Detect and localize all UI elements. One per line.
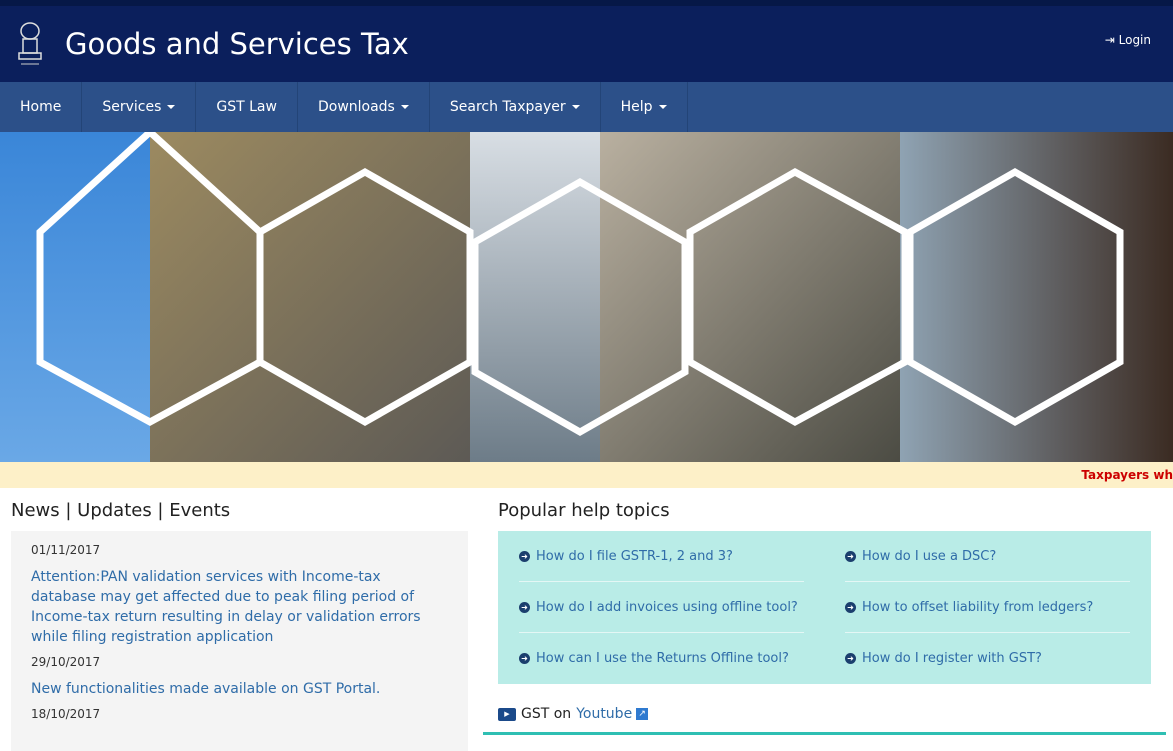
youtube-row: ▶ GST on Youtube ↗: [498, 706, 1173, 722]
help-topic-link[interactable]: ➜ How to offset liability from ledgers?: [845, 582, 1130, 633]
login-link[interactable]: ⇥ Login: [1104, 33, 1151, 47]
arrow-circle-right-icon: ➜: [519, 653, 530, 664]
news-link[interactable]: New functionalities made available on GS…: [31, 681, 381, 697]
caret-down-icon: [167, 105, 176, 109]
news-ticker[interactable]: Taxpayers wh: [0, 462, 1173, 488]
news-link[interactable]: Attention:PAN validation services with I…: [31, 569, 421, 645]
news-list: 01/11/2017 Attention:PAN validation servi…: [11, 531, 468, 751]
login-icon: ⇥: [1104, 33, 1119, 47]
nav-item-downloads[interactable]: Downloads: [298, 82, 430, 132]
help-topic-link[interactable]: ➜ How can I use the Returns Offline tool?: [519, 633, 804, 684]
help-topic-link[interactable]: ➜ How do I use a DSC?: [845, 531, 1130, 582]
arrow-circle-right-icon: ➜: [845, 653, 856, 664]
help-section: Popular help topics ➜ How do I file GSTR-…: [483, 496, 1173, 751]
news-heading: News | Updates | Events: [11, 500, 231, 521]
arrow-circle-right-icon: ➜: [845, 601, 856, 613]
nav-item-help[interactable]: Help: [601, 82, 688, 132]
hero-banner-image: [0, 132, 1173, 462]
news-date: 29/10/2017: [31, 655, 101, 669]
news-date: 01/11/2017: [31, 543, 101, 557]
nav-item-services[interactable]: Services: [82, 82, 197, 132]
nav-item-gst-law[interactable]: GST Law: [196, 82, 298, 132]
caret-down-icon: [400, 105, 409, 109]
youtube-icon: ▶: [498, 707, 516, 721]
divider: [483, 732, 1166, 735]
arrow-circle-right-icon: ➜: [519, 550, 530, 562]
caret-down-icon: [571, 105, 580, 109]
external-link-icon: ↗: [636, 708, 649, 720]
arrow-circle-right-icon: ➜: [845, 550, 856, 562]
top-strip: [0, 0, 1173, 6]
news-section: News | Updates | Events 01/11/2017 Attent…: [0, 496, 483, 751]
news-date: 18/10/2017: [31, 707, 101, 721]
header: Goods and Services Tax ⇥ Login: [0, 6, 1173, 82]
help-topic-link[interactable]: ➜ How do I add invoices using offline too…: [519, 582, 804, 633]
arrow-circle-right-icon: ➜: [519, 601, 530, 613]
help-topic-link[interactable]: ➜ How do I file GSTR-1, 2 and 3?: [519, 531, 804, 582]
nav-item-home[interactable]: Home: [0, 82, 83, 132]
help-topics: ➜ How do I file GSTR-1, 2 and 3? ➜ How do I…: [498, 531, 1151, 684]
main-nav: Home Services GST Law Downloads Search Taxpa…: [0, 82, 1173, 132]
help-heading: Popular help topics: [498, 500, 670, 521]
national-emblem-logo: [12, 14, 48, 74]
help-topic-link[interactable]: ➜ How do I register with GST?: [845, 633, 1130, 684]
site-title: Goods and Services Tax: [65, 27, 409, 61]
youtube-link[interactable]: Youtube: [576, 706, 633, 722]
nav-item-search-taxpayer[interactable]: Search Taxpayer: [430, 82, 601, 132]
caret-down-icon: [658, 105, 667, 109]
